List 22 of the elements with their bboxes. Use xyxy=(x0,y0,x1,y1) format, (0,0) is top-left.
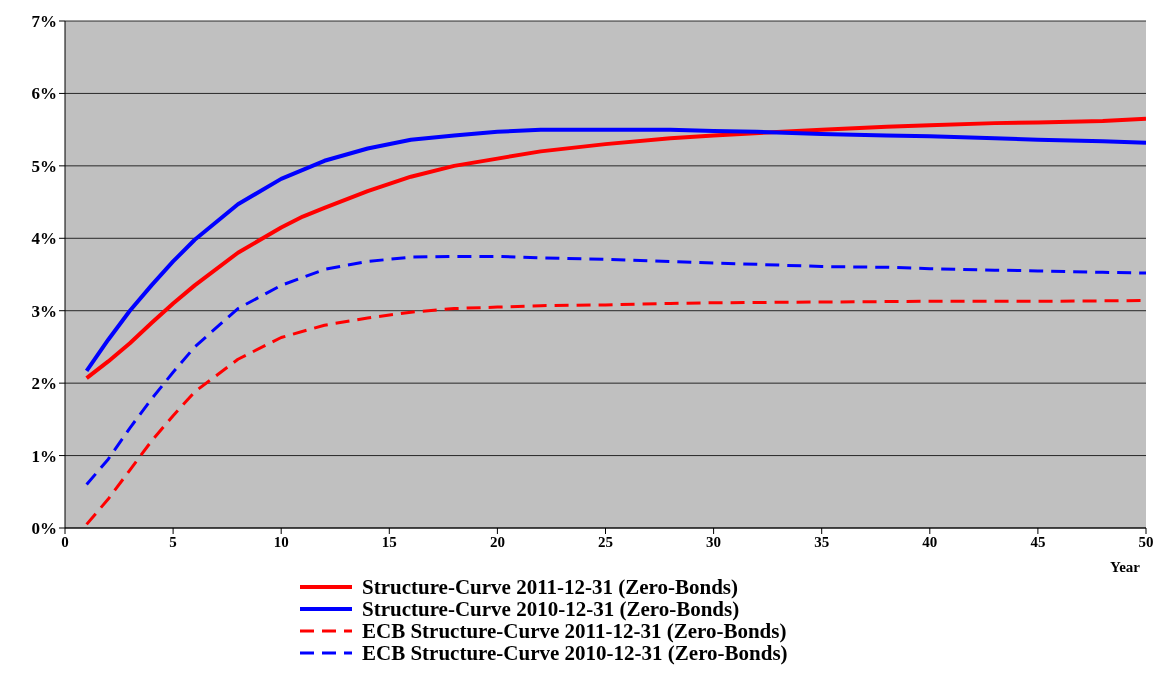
y-tick-label: 2% xyxy=(31,374,57,394)
x-tick-label: 30 xyxy=(706,533,722,550)
x-tick-label: 0 xyxy=(61,533,69,550)
legend-label: Structure-Curve 2011-12-31 (Zero-Bonds) xyxy=(362,574,739,600)
x-tick-label: 40 xyxy=(922,533,938,550)
x-tick-label: 45 xyxy=(1030,533,1046,550)
y-tick-label: 4% xyxy=(31,229,57,249)
y-tick-label: 5% xyxy=(31,156,57,176)
line-series xyxy=(85,254,1146,487)
x-tick-label: 20 xyxy=(489,533,505,550)
x-tick-label: 25 xyxy=(598,533,613,550)
y-tick-label: 3% xyxy=(31,301,57,321)
x-tick-label: 10 xyxy=(273,533,289,550)
y-tick-label: 1% xyxy=(31,446,57,466)
y-tick-label: 7% xyxy=(31,12,57,32)
x-axis-title: Year xyxy=(1110,559,1141,575)
x-tick-label: 15 xyxy=(381,533,397,550)
x-tick-label: 5 xyxy=(169,533,177,550)
y-tick-label: 6% xyxy=(31,84,57,104)
x-tick-label: 35 xyxy=(814,533,830,550)
x-tick-label: 50 xyxy=(1138,533,1154,550)
y-tick-label: 0% xyxy=(31,519,57,539)
